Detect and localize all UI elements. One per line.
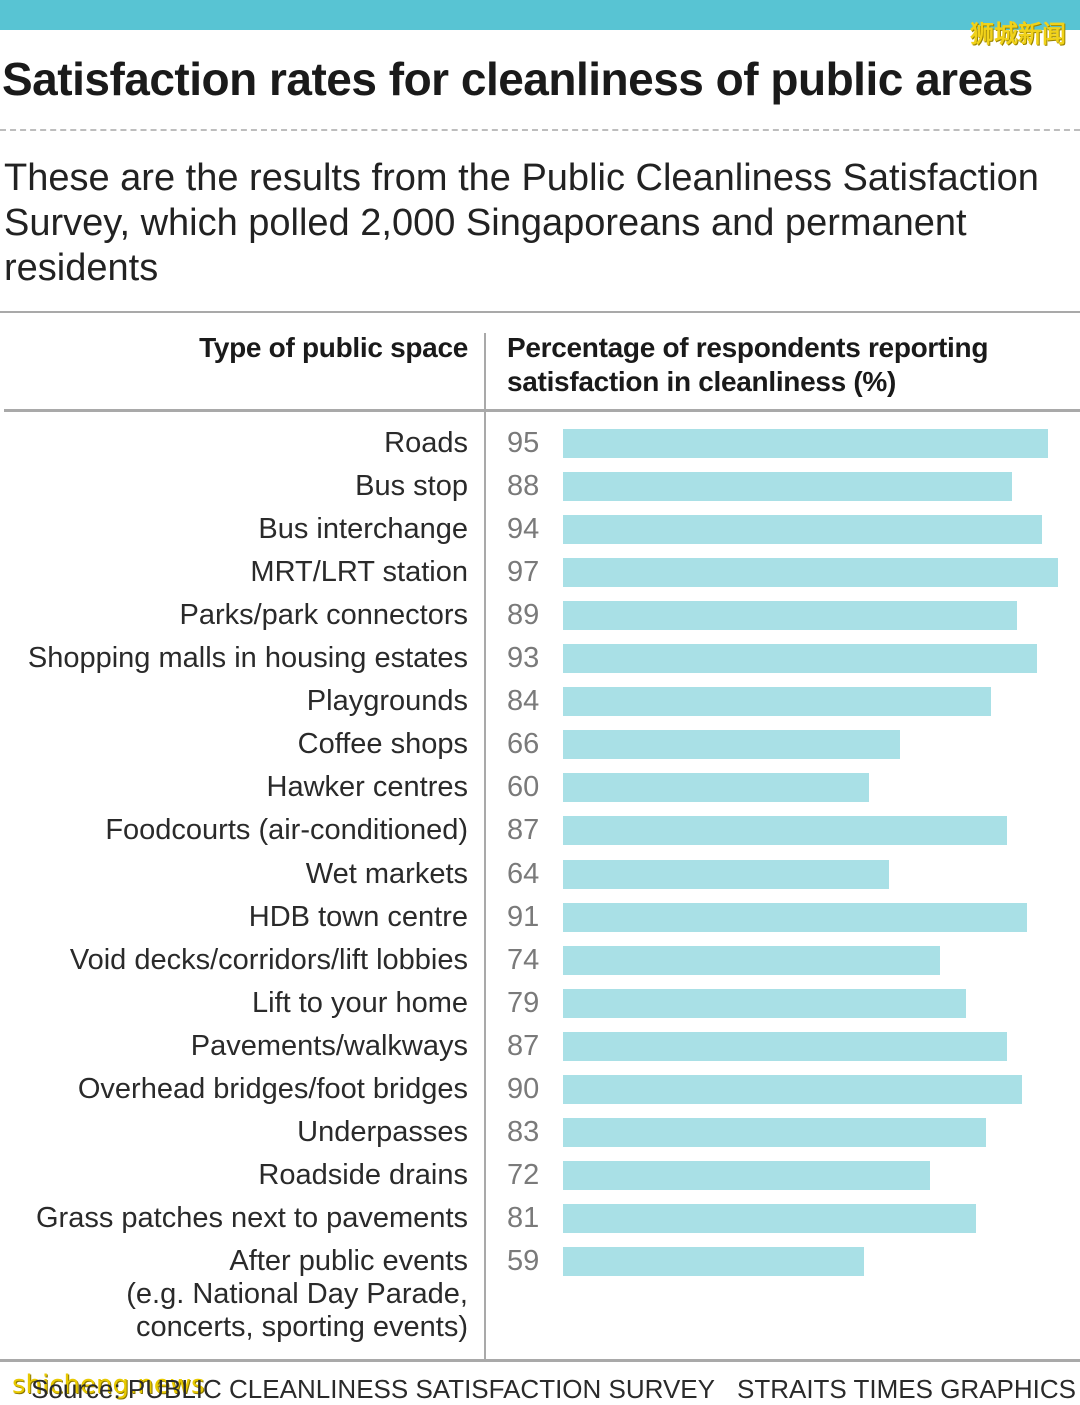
category-label: Coffee shops [297,728,468,761]
bar [563,558,1058,588]
value-label: 87 [507,814,540,847]
bar [563,1117,987,1147]
bar [563,1074,1022,1104]
category-label: Shopping malls in housing estates [27,642,468,675]
category-label: HDB town centre [248,900,468,933]
value-label: 79 [507,986,540,1019]
bar [563,902,1028,932]
watermark-logo: 狮城新闻 [970,20,1066,48]
value-label: 84 [507,685,540,718]
category-label: After public events (e.g. National Day Pa… [126,1244,468,1343]
value-label: 83 [507,1115,540,1148]
watermark-site: shicheng.news [12,1370,205,1400]
category-label: Roads [384,427,468,459]
value-label: 81 [507,1201,540,1234]
category-label: Bus interchange [258,513,468,546]
category-label: Hawker centres [266,771,468,804]
bar [563,1203,977,1233]
source-line: Source: PUBLIC CLEANLINESS SATISFACTION … [31,1374,1076,1405]
value-label: 89 [507,599,540,632]
value-label: 64 [507,857,540,890]
category-label: Underpasses [297,1115,468,1148]
value-label: 94 [507,513,540,546]
category-label: Wet markets [305,857,468,890]
bar [563,945,941,975]
bar [563,988,966,1018]
bar [563,601,1017,631]
bar [563,730,900,760]
bar [563,816,1007,846]
credit-text: STRAITS TIMES GRAPHICS [736,1374,1076,1404]
category-label: Bus stop [355,470,468,503]
bar [563,773,869,803]
category-label: Parks/park connectors [179,599,468,632]
chart-title: Satisfaction rates for cleanliness of pu… [2,53,1033,105]
bar [563,472,1012,502]
value-label: 93 [507,642,540,675]
category-label: Lift to your home [252,986,468,1019]
bar [563,859,890,889]
bar [563,1160,931,1190]
table-top-rule [0,311,1080,313]
bar [563,1031,1007,1061]
title-divider [0,129,1080,131]
category-label: MRT/LRT station [250,556,468,589]
value-label: 95 [507,427,540,459]
bar [563,1246,864,1276]
category-label: Grass patches next to pavements [36,1201,468,1234]
value-label: 87 [507,1029,540,1062]
column-divider [484,333,486,1359]
value-label: 88 [507,470,540,503]
value-label: 90 [507,1072,540,1105]
value-label: 60 [507,771,540,804]
value-label: 97 [507,556,540,589]
value-label: 74 [507,943,540,976]
category-label: Roadside drains [258,1158,468,1191]
column-header-type: Type of public space [199,332,468,363]
column-header-percentage: Percentage of respondents reporting sati… [507,332,989,397]
bar [563,515,1043,545]
source-text: Source: PUBLIC CLEANLINESS SATISFACTION … [31,1374,715,1404]
bar [563,644,1038,674]
category-label: Playgrounds [306,685,468,718]
footer-rule [0,1359,1080,1362]
top-accent-bar [0,0,1080,30]
value-label: 59 [507,1244,540,1277]
chart-subtitle: These are the results from the Public Cl… [4,157,1039,289]
category-label: Void decks/corridors/lift lobbies [69,943,468,976]
category-label: Pavements/walkways [190,1029,468,1062]
category-label: Foodcourts (air-conditioned) [105,814,468,847]
value-label: 91 [507,900,540,933]
category-label: Overhead bridges/foot bridges [77,1072,468,1105]
bar [563,429,1048,458]
value-label: 72 [507,1158,540,1191]
value-label: 66 [507,728,540,761]
bar [563,687,992,717]
header-rule [4,409,1080,412]
